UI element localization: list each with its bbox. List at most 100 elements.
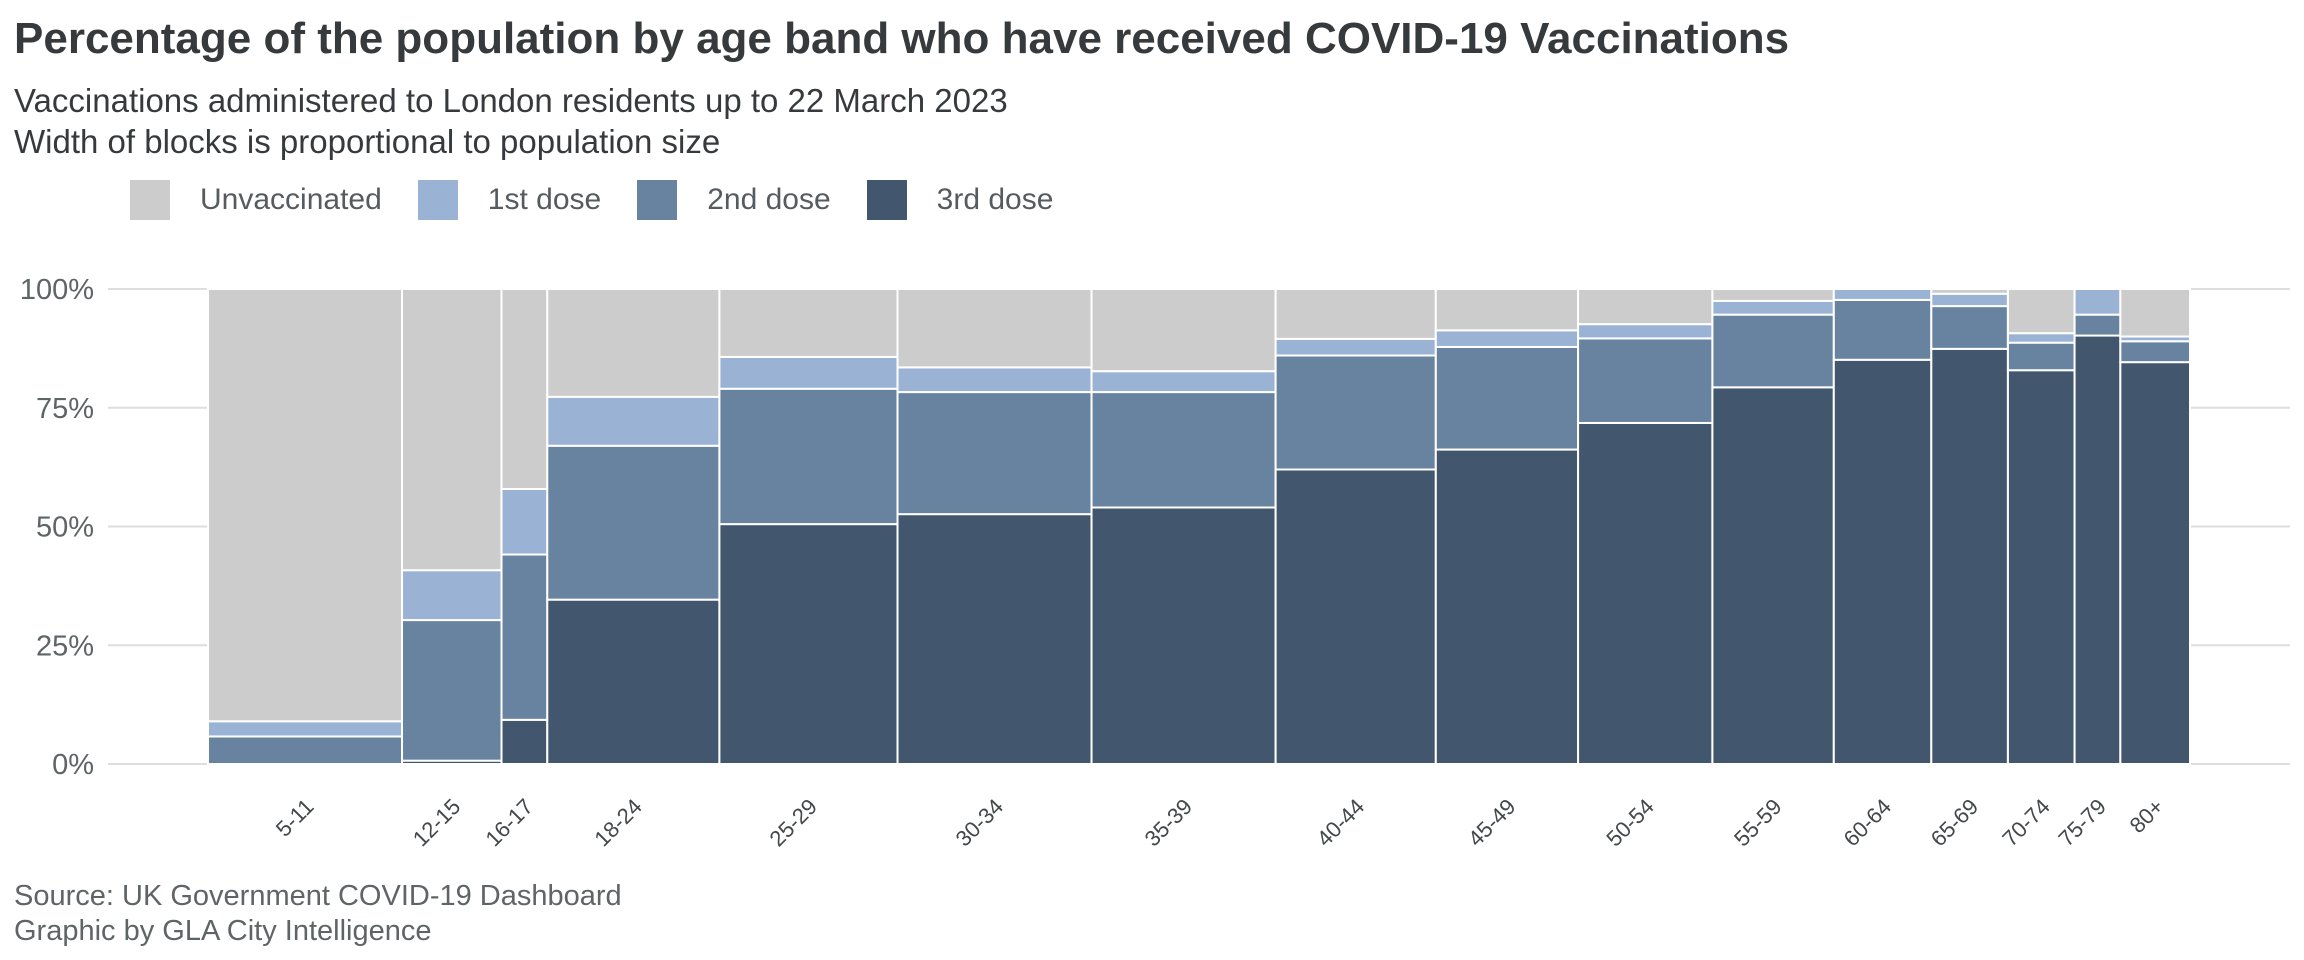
legend-swatch-unvaccinated [130,180,170,220]
block-2nd-dose-75-79 [2073,313,2122,337]
x-tick-label: 40-44 [1312,794,1369,851]
block-1st-dose-18-24 [546,395,721,447]
credit-caption: Graphic by GLA City Intelligence [14,915,432,947]
legend-item-1st-dose: 1st dose [417,180,602,220]
block-2nd-dose-60-64 [1832,298,1933,361]
block-3rd-dose-65-69 [1930,347,2009,765]
y-tick-label: 25% [36,630,94,662]
legend-item-3rd-dose: 3rd dose [866,180,1054,220]
y-axis: 0% 25% 50% 75% 100% [20,274,94,781]
block-2nd-dose-5-11 [207,735,404,766]
legend-swatch-3rd-dose [866,180,907,220]
block-unvaccinated-70-74 [2006,288,2076,335]
block-3rd-dose-25-29 [718,523,899,765]
x-tick-label: 5-11 [271,794,319,842]
block-unvaccinated-12-15 [401,288,503,572]
x-tick-label: 80+ [2125,794,2169,838]
block-3rd-dose-35-39 [1090,506,1277,765]
y-tick-label: 100% [20,274,94,306]
block-2nd-dose-25-29 [718,387,899,526]
legend-swatch-1st-dose [417,180,458,220]
chart-blocks [207,288,2191,766]
block-3rd-dose-60-64 [1832,358,1933,765]
block-3rd-dose-75-79 [2073,334,2122,765]
block-2nd-dose-16-17 [500,553,549,721]
block-2nd-dose-55-59 [1711,313,1835,389]
block-unvaccinated-55-59 [1711,288,1835,302]
block-2nd-dose-35-39 [1090,391,1277,509]
block-3rd-dose-50-54 [1577,421,1714,765]
block-1st-dose-30-34 [896,366,1093,394]
x-tick-label: 45-49 [1463,794,1520,851]
y-tick-label: 75% [36,393,94,425]
block-2nd-dose-30-34 [896,391,1093,516]
block-unvaccinated-16-17 [500,288,549,490]
block-unvaccinated-50-54 [1577,288,1714,326]
x-tick-label: 16-17 [480,794,537,851]
block-unvaccinated-35-39 [1090,288,1277,373]
x-tick-label: 75-79 [2054,794,2111,851]
block-unvaccinated-30-34 [896,288,1093,369]
block-2nd-dose-70-74 [2006,341,2076,372]
block-2nd-dose-18-24 [546,444,721,601]
x-tick-label: 70-74 [1997,794,2054,851]
block-3rd-dose-80+ [2119,361,2191,765]
legend-item-2nd-dose: 2nd dose [637,180,831,220]
block-2nd-dose-65-69 [1930,305,2009,350]
legend-swatch-2nd-dose [637,180,678,220]
x-tick-label: 18-24 [589,794,646,851]
legend-label-3rd-dose: 3rd dose [936,183,1054,216]
block-1st-dose-40-44 [1274,337,1437,357]
block-3rd-dose-40-44 [1274,468,1437,765]
block-1st-dose-75-79 [2073,288,2122,316]
block-1st-dose-5-11 [207,720,404,738]
block-2nd-dose-80+ [2119,340,2191,364]
block-unvaccinated-80+ [2119,288,2191,338]
block-1st-dose-45-49 [1434,329,1580,348]
block-1st-dose-16-17 [500,487,549,556]
block-1st-dose-65-69 [1930,292,2009,308]
block-1st-dose-55-59 [1711,299,1835,316]
y-tick-label: 50% [36,512,94,544]
chart-subtitle-line-1: Vaccinations administered to London resi… [14,82,1008,119]
chart-title: Percentage of the population by age band… [14,14,1790,63]
x-tick-label: 55-59 [1729,794,1786,851]
y-tick-label: 0% [52,749,94,781]
x-tick-label: 30-34 [951,794,1008,851]
x-tick-label: 60-64 [1839,794,1896,851]
block-3rd-dose-45-49 [1434,448,1580,765]
legend-label-unvaccinated: Unvaccinated [200,183,382,216]
block-1st-dose-35-39 [1090,370,1277,394]
legend-label-2nd-dose: 2nd dose [707,183,831,216]
source-caption: Source: UK Government COVID-19 Dashboard [14,880,622,912]
block-2nd-dose-45-49 [1434,345,1580,451]
block-3rd-dose-70-74 [2006,369,2076,765]
x-axis: 5-11 12-15 16-17 18-24 25-29 30-34 35-39 40-44 4… [271,794,2169,851]
x-tick-label: 25-29 [765,794,822,851]
block-2nd-dose-12-15 [401,619,503,762]
block-1st-dose-50-54 [1577,323,1714,340]
x-tick-label: 65-69 [1926,794,1983,851]
block-unvaccinated-25-29 [718,288,899,358]
block-2nd-dose-50-54 [1577,337,1714,424]
chart-legend: Unvaccinated 1st dose 2nd dose 3rd dose [130,180,1089,220]
block-1st-dose-12-15 [401,569,503,622]
x-tick-label: 12-15 [408,794,465,851]
block-unvaccinated-18-24 [546,288,721,398]
block-3rd-dose-55-59 [1711,386,1835,765]
block-unvaccinated-40-44 [1274,288,1437,340]
block-3rd-dose-30-34 [896,513,1093,766]
block-1st-dose-70-74 [2006,332,2076,344]
block-unvaccinated-65-69 [1930,288,2009,295]
x-tick-label: 35-39 [1140,794,1197,851]
legend-item-unvaccinated: Unvaccinated [130,180,382,220]
chart-subtitle-line-2: Width of blocks is proportional to popul… [14,123,721,160]
block-3rd-dose-16-17 [500,718,549,766]
legend-label-1st-dose: 1st dose [487,183,602,216]
block-1st-dose-60-64 [1832,288,1933,301]
block-2nd-dose-40-44 [1274,354,1437,471]
x-tick-label: 50-54 [1601,794,1658,851]
block-1st-dose-25-29 [718,355,899,390]
block-unvaccinated-5-11 [207,288,404,723]
